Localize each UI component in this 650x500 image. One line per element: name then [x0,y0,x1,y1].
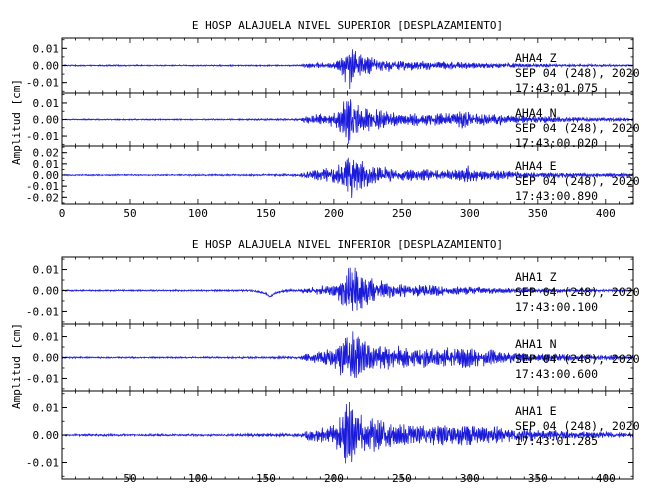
waveform-trace [61,402,634,464]
y-tick-label: 0.01 [33,402,60,415]
y-tick-label: 0.00 [33,429,60,442]
y-tick-label: -0.01 [26,372,59,385]
x-tick-label: 100 [188,472,208,485]
x-tick-label: 0 [59,207,66,220]
x-tick-label: 150 [256,207,276,220]
station-component-label: AHA1 E [515,404,557,418]
date-label: SEP 04 (248), 2020 [515,66,640,80]
date-label: SEP 04 (248), 2020 [515,352,640,366]
waveform-trace [61,99,634,144]
x-tick-label: 50 [123,207,136,220]
x-tick-label: 100 [188,207,208,220]
time-label: 17:43:00.100 [515,300,598,314]
x-tick-label: 250 [392,472,412,485]
station-component-label: AHA1 Z [515,270,557,284]
x-tick-label: 300 [460,472,480,485]
time-label: 17:43:00.020 [515,136,598,150]
x-tick-label: 200 [324,472,344,485]
y-tick-label: -0.01 [26,180,59,193]
date-label: SEP 04 (248), 2020 [515,285,640,299]
date-label: SEP 04 (248), 2020 [515,419,640,433]
time-label: 17:43:00.890 [515,189,598,203]
time-label: 17:43:01.285 [515,434,598,448]
station-component-label: AHA4 N [515,106,557,120]
date-label: SEP 04 (248), 2020 [515,174,640,188]
y-tick-label: 0.02 [33,147,60,160]
x-tick-label: 50 [123,472,136,485]
x-tick-label: 300 [460,207,480,220]
y-tick-label: 0.01 [33,331,60,344]
x-tick-label: 400 [596,472,616,485]
x-tick-label: 200 [324,207,344,220]
x-tick-label: 350 [528,207,548,220]
y-tick-label: 0.00 [33,352,60,365]
x-tick-label: 150 [256,472,276,485]
date-label: SEP 04 (248), 2020 [515,121,640,135]
station-component-label: AHA4 E [515,159,557,173]
figure-title: E HOSP ALAJUELA NIVEL INFERIOR [DESPLAZA… [192,238,503,251]
y-tick-label: 0.00 [33,114,60,127]
figure-lower-level: E HOSP ALAJUELA NIVEL INFERIOR [DESPLAZA… [10,238,640,485]
y-tick-label: 0.00 [33,60,60,73]
waveform-trace [61,49,634,89]
y-tick-label: 0.00 [33,169,60,182]
waveform-trace [61,157,634,198]
x-tick-label: 350 [528,472,548,485]
waveform-trace [61,267,634,311]
y-tick-label: -0.01 [26,305,59,318]
y-tick-label: 0.01 [33,264,60,277]
waveform-trace [61,331,634,378]
x-tick-label: 400 [596,207,616,220]
y-tick-label: 0.01 [33,42,60,55]
y-tick-label: -0.02 [26,191,59,204]
y-tick-label: 0.01 [33,158,60,171]
y-tick-label: -0.01 [26,77,59,90]
figure-upper-level: E HOSP ALAJUELA NIVEL SUPERIOR [DESPLAZA… [10,19,640,220]
station-component-label: AHA4 Z [515,51,557,65]
y-axis-label: Amplitud [cm] [10,79,23,165]
y-tick-label: -0.01 [26,457,59,470]
y-tick-label: 0.00 [33,285,60,298]
y-tick-label: -0.01 [26,130,59,143]
station-component-label: AHA1 N [515,337,557,351]
x-tick-label: 250 [392,207,412,220]
y-axis-label: Amplitud [cm] [10,323,23,409]
y-tick-label: 0.01 [33,97,60,110]
time-label: 17:43:00.600 [515,367,598,381]
figure-title: E HOSP ALAJUELA NIVEL SUPERIOR [DESPLAZA… [192,19,503,32]
time-label: 17:43:01.075 [515,81,598,95]
